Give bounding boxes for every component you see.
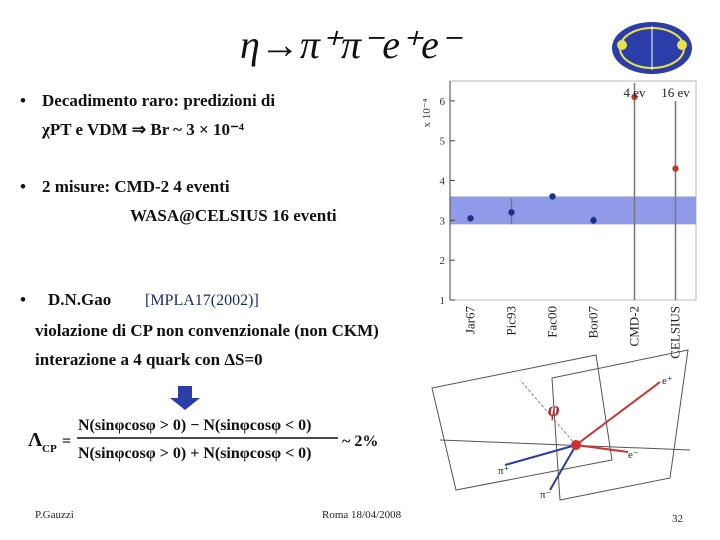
arrow [170, 386, 200, 410]
bullet: • [20, 290, 26, 309]
particle-label: π⁺ [498, 465, 510, 477]
chart: 1 2 3 4 5 6 x 10⁻⁴ Jar67 Pic93 Fac00 Bor07 CMD-2 CEL… [421, 80, 697, 359]
logo [612, 22, 692, 74]
formula-denominator: N(sinφcosφ > 0) + N(sinφcosφ < 0) [78, 445, 312, 462]
data-point [508, 209, 515, 216]
bullet-text: χPT e VDM ⇒ Br ~ 3 × 10⁻⁴ [41, 120, 244, 139]
y-tick-label: 2 [440, 255, 446, 267]
data-point [590, 217, 597, 224]
data-point [549, 193, 556, 200]
annotation: 16 ev [661, 85, 690, 100]
footer-author: P.Gauzzi [35, 509, 74, 521]
x-tick-label: Fac00 [545, 306, 560, 338]
data-point [467, 215, 474, 222]
data-point [672, 165, 679, 172]
x-tick-label: Pic93 [504, 306, 519, 336]
footer-date: Roma 18/04/2008 [322, 509, 402, 521]
y-tick-label: 6 [440, 96, 446, 108]
formula-equals: = [62, 433, 71, 450]
annotation: 4 ev [623, 85, 646, 100]
particle-label: e⁺ [662, 375, 673, 387]
data-point [631, 93, 638, 101]
bullet-text: violazione di CP non convenzionale (non … [35, 321, 379, 340]
y-tick-label: 4 [440, 176, 446, 188]
y-tick-label: 3 [440, 215, 446, 227]
formula-result: ~ 2% [342, 433, 378, 450]
formula-subscript: CP [42, 443, 57, 455]
reference: [MPLA17(2002)] [145, 292, 259, 309]
bullet: • [20, 177, 26, 196]
page-number: 32 [672, 513, 683, 525]
angle-label: φ [548, 399, 560, 421]
x-tick-label: Bor07 [586, 306, 601, 339]
x-tick-label: Jar67 [463, 306, 478, 335]
x-tick-label: CELSIUS [668, 306, 683, 359]
x-tick-label: CMD-2 [627, 306, 642, 346]
y-tick-label: 5 [440, 136, 446, 148]
bullet-text: interazione a 4 quark con ΔS=0 [35, 350, 263, 369]
particle-label: e⁻ [628, 449, 639, 461]
plot-frame [449, 80, 697, 301]
bullet-text: WASA@CELSIUS 16 eventi [130, 206, 337, 225]
bullet-text: 2 misure: CMD-2 4 eventi [42, 177, 230, 196]
formula-symbol: Λ [28, 429, 43, 451]
bullet-text: Decadimento raro: predizioni di [42, 91, 275, 110]
y-unit-label: x 10⁻⁴ [421, 98, 433, 127]
bullet: • [20, 91, 26, 110]
particle-label: π⁻ [540, 489, 552, 501]
diagram: φ e⁺ e⁻ π⁺ π⁻ [431, 349, 691, 501]
prediction-band [450, 196, 696, 225]
bullet-text: D.N.Gao [48, 290, 111, 309]
slide-title: η→π⁺π⁻e⁺e⁻ [240, 22, 463, 67]
y-tick-label: 1 [440, 295, 446, 307]
formula-numerator: N(sinφcosφ > 0) − N(sinφcosφ < 0) [78, 417, 312, 434]
